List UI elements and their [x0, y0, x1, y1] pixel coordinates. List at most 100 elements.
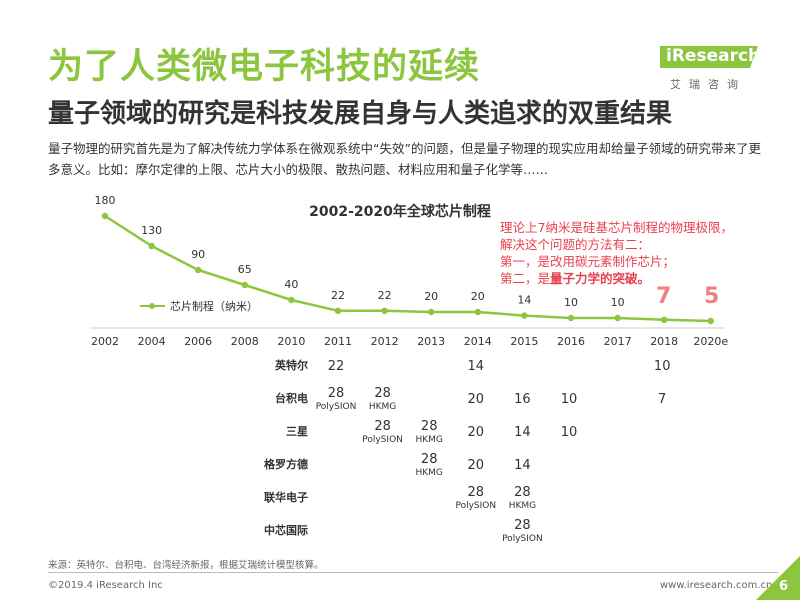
table-value-2-2014: 20: [468, 425, 485, 440]
table-value-3-2013: 28: [421, 452, 438, 467]
data-point-2016: [567, 314, 575, 322]
table-company-4: 联华电子: [264, 490, 308, 504]
x-tick-2018: 2018: [650, 335, 678, 348]
data-point-2014: [474, 308, 481, 316]
table-tech-2-2013: HKMG: [415, 435, 442, 445]
table-value-2-2015: 14: [514, 425, 531, 440]
table-value-4-2014: 28: [468, 485, 485, 500]
note-line-4-bold: 量子力学的突破。: [550, 271, 651, 286]
footer-divider: [48, 572, 778, 573]
chart-legend: 芯片制程（纳米）: [140, 299, 258, 313]
x-tick-2015: 2015: [510, 335, 538, 348]
table-tech-4-2015: HKMG: [509, 501, 536, 511]
table-value-1-2016: 10: [561, 392, 578, 407]
x-tick-2011: 2011: [324, 335, 352, 348]
data-point-2008: [241, 281, 248, 289]
x-tick-2012: 2012: [371, 335, 399, 348]
table-company-1: 台积电: [275, 391, 308, 405]
data-point-2013: [428, 308, 435, 316]
x-tick-2020e: 2020e: [693, 335, 728, 348]
x-tick-2004: 2004: [138, 335, 166, 348]
legend-marker: [149, 303, 155, 309]
data-point-2018: [661, 316, 668, 323]
source-note: 来源：英特尔、台积电、台湾经济新报，根据艾瑞统计模型核算。: [48, 560, 324, 571]
table-company-0: 英特尔: [274, 358, 308, 372]
website: www.iresearch.com.cn: [660, 580, 773, 591]
highlight-value-2018: 7: [656, 284, 672, 309]
table-company-2: 三星: [286, 425, 308, 438]
table-tech-3-2013: HKMG: [415, 468, 442, 478]
page-number: 6: [778, 579, 788, 594]
data-point-2010: [288, 296, 295, 304]
annotation-note: 理论上7纳米是硅基芯片制程的物理极限， 解决这个问题的方法有二： 第一，是改用碳…: [500, 219, 760, 287]
table-value-2-2012: 28: [374, 419, 391, 434]
data-point-2006: [195, 266, 202, 274]
table-company-3: 格罗方德: [264, 457, 308, 471]
data-label-2014: 20: [471, 290, 485, 303]
table-tech-5-2015: PolySION: [502, 534, 543, 544]
page-corner-badge-icon: [756, 556, 800, 600]
data-label-2008: 65: [238, 263, 252, 276]
table-value-0-2014: 14: [468, 359, 485, 374]
table-tech-1-2011: PolySION: [316, 402, 357, 412]
data-point-2011: [334, 307, 342, 314]
x-tick-2013: 2013: [417, 335, 445, 348]
note-line-1: 理论上7纳米是硅基芯片制程的物理极限，: [500, 220, 733, 235]
logo-text: iResearch: [666, 46, 761, 66]
x-tick-2008: 2008: [231, 335, 259, 348]
data-label-2015: 14: [517, 294, 531, 307]
data-label-2004: 130: [141, 224, 162, 237]
table-value-4-2015: 28: [514, 485, 531, 500]
x-tick-2006: 2006: [184, 335, 212, 348]
x-tick-2002: 2002: [91, 335, 119, 348]
table-value-1-2014: 20: [468, 392, 485, 407]
x-tick-2014: 2014: [464, 335, 492, 348]
logo-chinese-name: 艾瑞咨询: [670, 78, 746, 91]
logo-badge-icon: [660, 46, 758, 68]
data-point-2004: [148, 242, 155, 250]
table-value-1-2015: 16: [514, 392, 531, 407]
table-value-2-2016: 10: [561, 425, 578, 440]
table-value-3-2015: 14: [514, 458, 531, 473]
data-label-2011: 22: [331, 289, 345, 302]
table-value-2-2013: 28: [421, 419, 438, 434]
highlight-value-2020e: 5: [704, 284, 720, 309]
iresearch-logo: iResearch 艾瑞咨询: [660, 46, 790, 96]
note-line-4-prefix: 第二，是: [500, 271, 551, 286]
table-value-5-2015: 28: [514, 518, 531, 533]
x-tick-2010: 2010: [277, 335, 305, 348]
data-point-2015: [521, 312, 528, 319]
chart-title: 2002-2020年全球芯片制程: [309, 203, 491, 220]
table-tech-1-2012: HKMG: [369, 402, 396, 412]
data-point-2017: [614, 314, 621, 322]
data-point-2002: [101, 212, 109, 220]
note-line-4: 第二，是量子力学的突破。: [500, 270, 760, 287]
page-description: 量子物理的研究首先是为了解决传统力学体系在微观系统中“失效”的问题，但是量子物理…: [48, 141, 761, 177]
x-tick-2016: 2016: [557, 335, 585, 348]
note-line-2: 解决这个问题的方法有二：: [500, 237, 651, 252]
copyright: ©2019.4 iResearch Inc: [48, 580, 163, 591]
legend-label: 芯片制程（纳米）: [170, 299, 258, 313]
data-point-2020e: [707, 317, 714, 325]
data-point-2012: [381, 307, 388, 314]
page-title: 为了人类微电子科技的延续: [48, 47, 481, 87]
data-label-2010: 40: [284, 278, 298, 291]
series-line: [104, 214, 711, 323]
data-label-2006: 90: [191, 248, 205, 261]
data-label-2002: 180: [95, 194, 116, 207]
table-value-1-2011: 28: [328, 386, 345, 401]
table-value-0-2018: 10: [654, 359, 671, 374]
table-tech-4-2014: PolySION: [455, 501, 496, 511]
data-label-2013: 20: [424, 290, 438, 303]
note-line-3: 第一，是改用碳元素制作芯片；: [500, 254, 676, 269]
data-label-2012: 22: [378, 289, 392, 302]
data-label-2016: 10: [564, 296, 578, 309]
table-tech-2-2012: PolySION: [362, 435, 403, 445]
data-label-2017: 10: [611, 296, 625, 309]
table-value-1-2018: 7: [658, 392, 666, 407]
table-value-0-2011: 22: [328, 359, 345, 374]
table-company-5: 中芯国际: [264, 523, 308, 537]
table-value-3-2014: 20: [468, 458, 485, 473]
